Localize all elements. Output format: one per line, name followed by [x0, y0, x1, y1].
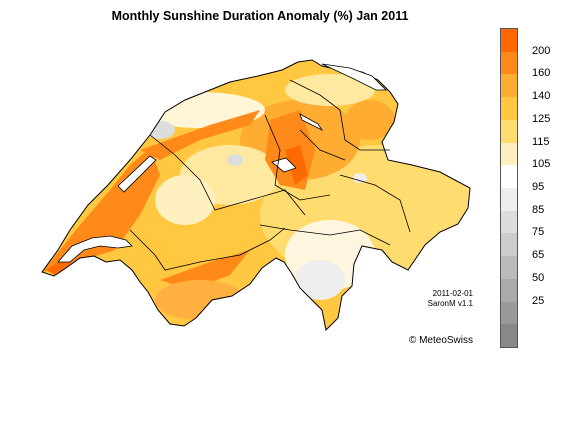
legend-tick-label: 65 — [532, 249, 545, 262]
legend-swatch — [501, 97, 517, 121]
lake-neuchatel — [117, 155, 157, 193]
legend-tick-label: 25 — [532, 294, 545, 307]
legend-swatch — [501, 278, 517, 303]
legend-tick-label: 85 — [532, 203, 545, 216]
credit-version: SaronM v1.1 — [427, 299, 473, 308]
legend-tick-label: 160 — [532, 67, 551, 80]
legend-swatch — [501, 256, 517, 280]
legend-swatch — [501, 301, 517, 325]
lake-geneva — [57, 235, 133, 263]
legend-tick-label: 200 — [532, 44, 551, 57]
legend-swatch — [501, 74, 517, 98]
lake-zurich — [299, 113, 324, 132]
legend-swatch — [501, 119, 517, 144]
legend-swatch — [501, 51, 517, 75]
legend-swatch — [501, 188, 517, 212]
legend-tick-label: 105 — [532, 158, 551, 171]
country-border — [41, 59, 471, 332]
legend-tick-label: 50 — [532, 271, 545, 284]
legend-tick-label: 75 — [532, 226, 545, 239]
legend-swatch — [501, 210, 517, 234]
lake-constance — [321, 63, 387, 91]
credit-date: 2011-02-01 — [432, 289, 473, 298]
legend-swatch — [501, 324, 517, 348]
map-title: Monthly Sunshine Duration Anomaly (%) Ja… — [111, 9, 409, 23]
legend-swatch — [501, 165, 517, 189]
color-legend — [500, 28, 518, 348]
legend-swatch — [501, 142, 517, 166]
legend-tick-label: 95 — [532, 181, 545, 193]
legend-tick-label: 125 — [532, 112, 551, 125]
legend-swatch — [501, 29, 517, 53]
regional-boundaries — [129, 79, 411, 271]
credit-copyright: © MeteoSwiss — [408, 335, 473, 346]
legend-swatch — [501, 233, 517, 257]
legend-tick-label: 140 — [532, 90, 551, 103]
legend-tick-label: 115 — [532, 135, 550, 148]
